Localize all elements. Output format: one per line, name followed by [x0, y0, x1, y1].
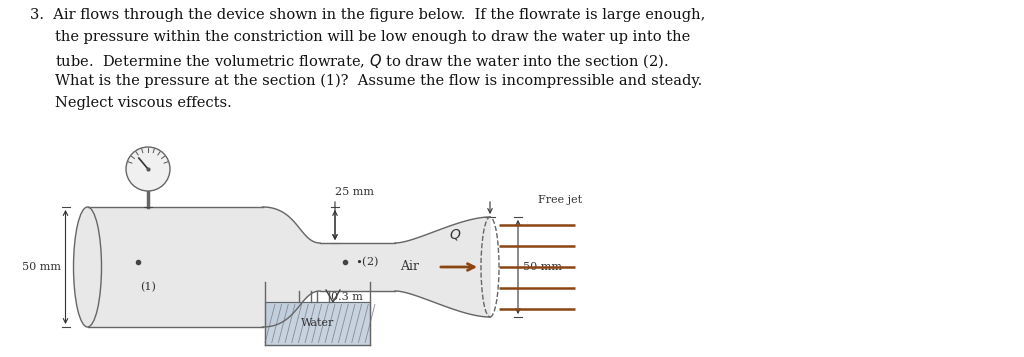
Circle shape: [126, 147, 170, 191]
Text: Air: Air: [400, 261, 419, 273]
Polygon shape: [395, 217, 490, 317]
Text: Water: Water: [301, 318, 334, 328]
Text: 50 mm: 50 mm: [523, 262, 562, 272]
Text: the pressure within the constriction will be low enough to draw the water up int: the pressure within the constriction wil…: [55, 30, 690, 44]
Ellipse shape: [74, 207, 101, 327]
Text: (1): (1): [140, 282, 156, 292]
Text: 3.  Air flows through the device shown in the figure below.  If the flowrate is : 3. Air flows through the device shown in…: [30, 8, 706, 22]
Text: 50 mm: 50 mm: [22, 262, 60, 272]
Text: $\bullet$(2): $\bullet$(2): [355, 255, 379, 269]
Text: 0.3 m: 0.3 m: [331, 292, 362, 302]
Text: Neglect viscous effects.: Neglect viscous effects.: [55, 96, 231, 110]
Bar: [87, 207, 262, 327]
Text: $Q$: $Q$: [449, 227, 461, 242]
Text: Free jet: Free jet: [538, 195, 582, 205]
Text: What is the pressure at the section (1)?  Assume the flow is incompressible and : What is the pressure at the section (1)?…: [55, 74, 702, 89]
Text: tube.  Determine the volumetric flowrate, $Q$ to draw the water into the section: tube. Determine the volumetric flowrate,…: [55, 52, 669, 70]
Text: 25 mm: 25 mm: [335, 187, 374, 197]
Polygon shape: [262, 207, 319, 327]
